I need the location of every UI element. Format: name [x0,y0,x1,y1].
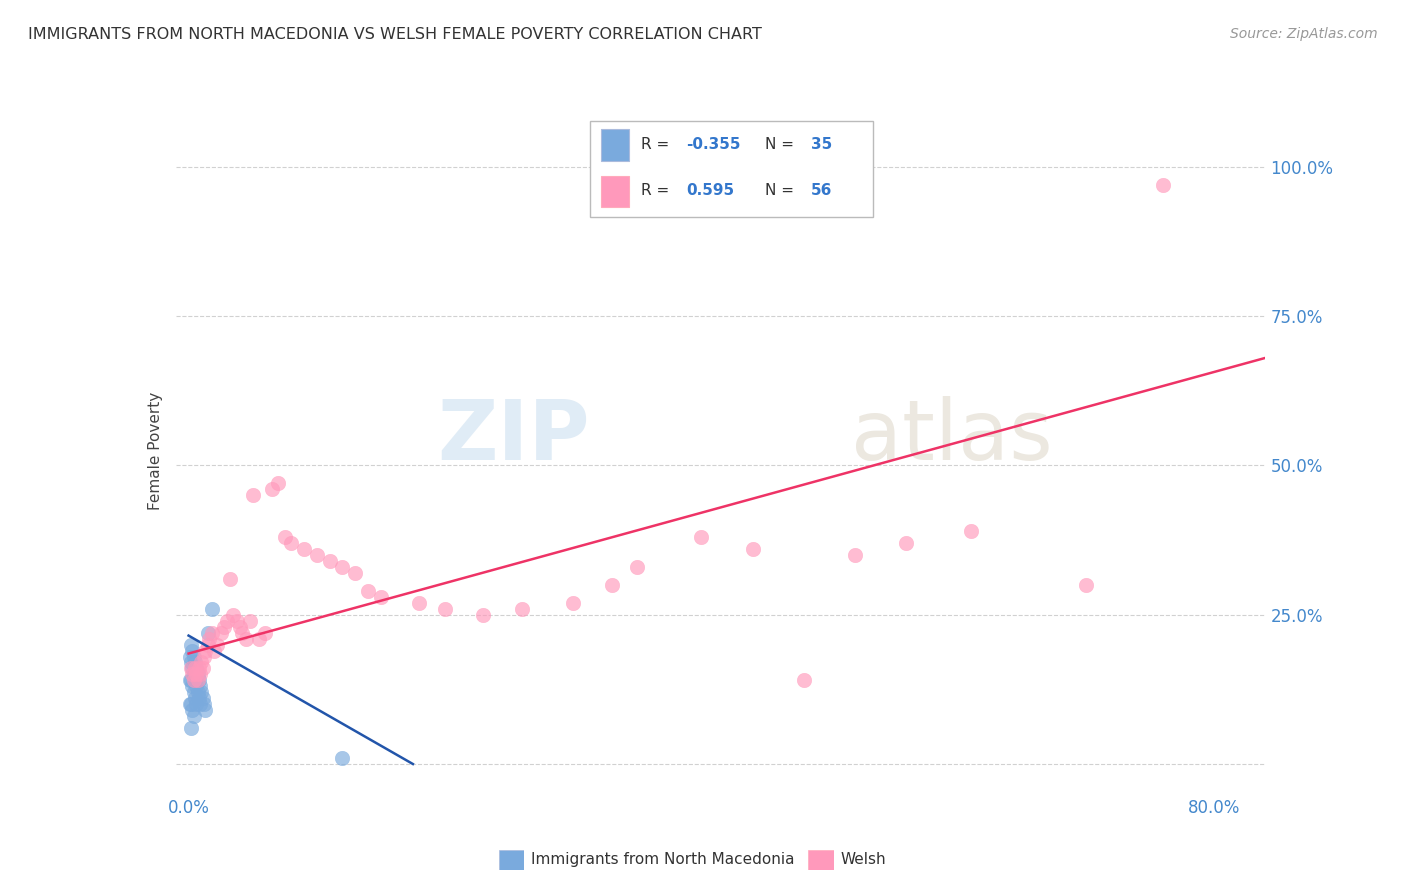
Point [741,541,763,556]
Point [239,614,262,628]
Point [626,560,648,574]
Point [202,643,225,657]
Point [959,524,981,538]
Point [260,483,283,497]
Point [193,698,215,712]
Point [273,530,295,544]
Point [191,691,214,706]
Point [408,596,430,610]
Point [235,632,257,646]
Point [332,751,354,765]
Point [187,661,209,675]
Point [186,685,209,699]
Point [201,601,224,615]
Point [180,638,202,652]
Point [242,488,264,502]
Point [179,698,201,712]
Point [197,625,219,640]
Point [690,530,713,544]
Point [305,548,328,562]
Point [1074,578,1097,592]
Point [180,721,202,735]
Point [186,698,208,712]
Point [600,578,623,592]
Point [180,673,202,688]
Point [562,596,585,610]
Point [181,661,204,675]
Point [181,643,204,657]
Point [180,656,202,670]
Point [183,685,205,699]
Point [1152,178,1174,192]
Point [280,536,302,550]
Point [254,625,277,640]
Text: Welsh: Welsh [841,853,886,867]
Point [472,607,495,622]
Point [181,679,204,693]
Point [188,667,211,681]
Point [433,601,456,615]
Point [184,656,207,670]
Point [205,638,228,652]
Point [191,661,214,675]
Point [194,643,217,657]
Point [183,709,205,723]
Point [186,667,208,681]
Point [190,685,212,699]
Point [179,649,201,664]
Y-axis label: Female Poverty: Female Poverty [148,392,163,509]
Point [793,673,815,688]
Point [183,667,205,681]
Point [201,625,224,640]
Point [198,632,221,646]
Point [510,601,533,615]
Text: Source: ZipAtlas.com: Source: ZipAtlas.com [1230,27,1378,41]
Point [209,625,232,640]
Point [222,607,245,622]
Point [267,476,290,491]
Point [318,554,340,568]
Point [218,572,240,586]
Point [344,566,367,580]
Point [181,667,204,681]
Point [370,590,392,604]
Point [214,620,236,634]
Point [186,679,208,693]
Point [357,583,380,598]
Point [231,625,253,640]
Point [186,661,208,675]
Point [190,656,212,670]
Point [896,536,918,550]
Point [188,698,211,712]
Point [215,614,238,628]
Point [180,698,202,712]
Point [226,614,249,628]
Point [183,649,205,664]
Point [183,673,205,688]
Point [184,673,207,688]
Point [184,661,207,675]
Point [187,691,209,706]
Point [180,661,202,675]
Point [292,541,315,556]
Point [332,560,354,574]
Point [186,673,209,688]
Point [186,667,209,681]
Point [193,649,215,664]
Text: ZIP: ZIP [437,396,591,477]
Point [844,548,866,562]
Point [181,703,204,717]
Text: atlas: atlas [852,396,1053,477]
Point [179,673,201,688]
Point [188,679,211,693]
Point [247,632,270,646]
Point [194,703,217,717]
Point [184,691,207,706]
Point [229,620,252,634]
Point [187,673,209,688]
Point [197,638,219,652]
Text: IMMIGRANTS FROM NORTH MACEDONIA VS WELSH FEMALE POVERTY CORRELATION CHART: IMMIGRANTS FROM NORTH MACEDONIA VS WELSH… [28,27,762,42]
Text: Immigrants from North Macedonia: Immigrants from North Macedonia [531,853,794,867]
